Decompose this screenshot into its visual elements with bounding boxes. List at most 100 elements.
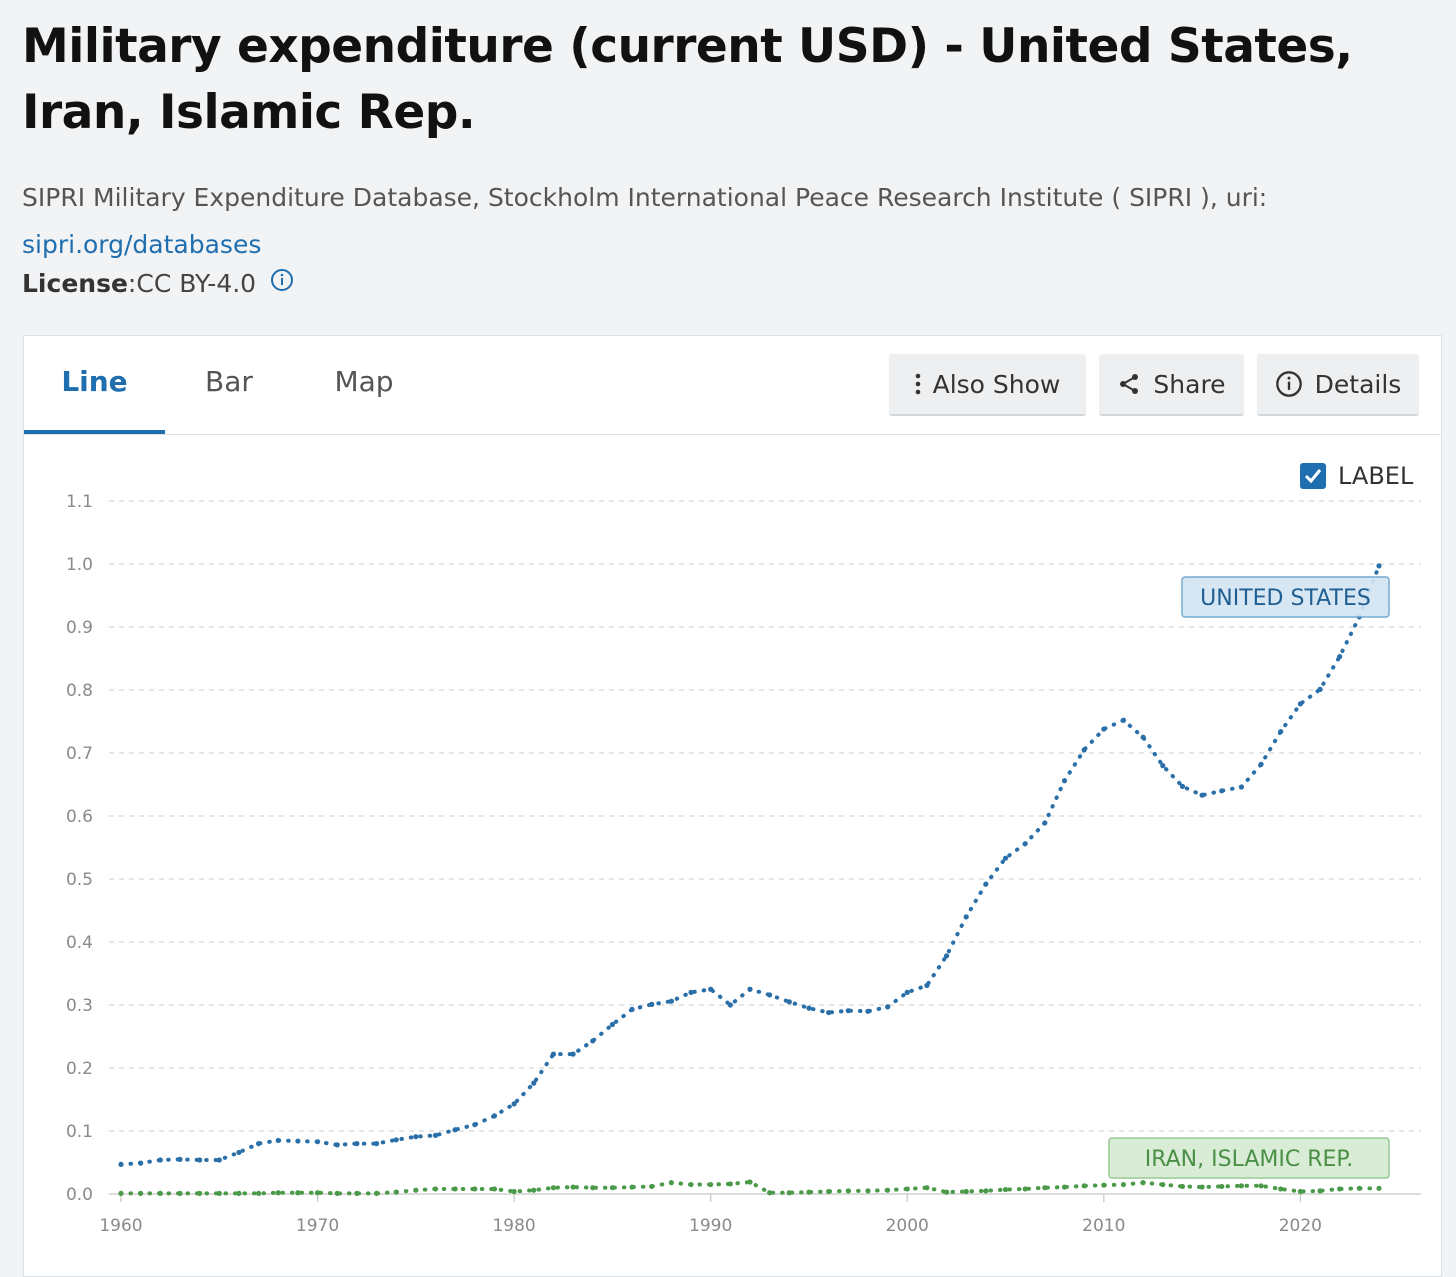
data-point [334, 1142, 340, 1148]
x-tick-label: 1980 [492, 1216, 535, 1236]
checkmark-icon [1304, 469, 1322, 484]
data-point [727, 1002, 733, 1008]
y-tick-label: 1.0 [66, 555, 93, 575]
data-point [924, 1185, 930, 1191]
data-point [314, 1139, 321, 1145]
share-button[interactable]: Share [1099, 354, 1244, 416]
data-point [629, 1184, 635, 1190]
data-point [943, 1189, 950, 1195]
data-point [1376, 1185, 1382, 1191]
x-tick-label: 2010 [1082, 1216, 1125, 1236]
data-point [334, 1190, 340, 1196]
data-point [1061, 778, 1068, 784]
data-point [138, 1160, 144, 1166]
tab-map[interactable]: Map [334, 365, 394, 398]
tab-bar[interactable]: Bar [205, 365, 253, 398]
data-point [1337, 654, 1343, 660]
data-point [1317, 1188, 1323, 1194]
data-point [531, 1187, 537, 1193]
data-point [314, 1190, 321, 1196]
data-point [943, 953, 950, 959]
data-point [609, 1185, 616, 1191]
data-point [826, 1009, 832, 1016]
data-point [531, 1080, 537, 1086]
info-icon[interactable] [270, 268, 294, 298]
license-label: License [22, 268, 128, 298]
data-point [1376, 563, 1382, 569]
y-tick-label: 0.3 [66, 996, 93, 1016]
data-point [177, 1190, 183, 1196]
data-point [1278, 1186, 1284, 1192]
data-point [1160, 763, 1166, 769]
y-tick-label: 0.2 [66, 1059, 93, 1079]
series-label-iran-box [1108, 1137, 1390, 1179]
data-point [884, 1004, 891, 1010]
data-point [865, 1008, 871, 1014]
data-point [354, 1141, 360, 1147]
data-point [826, 1188, 832, 1195]
data-point [708, 986, 714, 992]
data-point [295, 1190, 301, 1196]
data-point [354, 1190, 360, 1196]
data-point [629, 1006, 635, 1013]
data-point [393, 1137, 399, 1143]
data-point [1081, 747, 1087, 753]
data-point [983, 1188, 989, 1194]
data-point [275, 1190, 281, 1196]
data-point [747, 1179, 753, 1185]
x-tick-label: 1990 [689, 1216, 732, 1236]
data-point [767, 1190, 773, 1196]
data-point [177, 1156, 183, 1162]
y-tick-label: 0.7 [66, 744, 93, 764]
data-point [1219, 1183, 1225, 1190]
data-point [216, 1157, 222, 1163]
data-point [118, 1161, 124, 1167]
source-link[interactable]: sipri.org/databases [22, 230, 262, 259]
data-point [1101, 726, 1107, 732]
data-point [963, 1188, 969, 1195]
data-point [550, 1185, 557, 1191]
data-point [157, 1190, 163, 1196]
tab-line[interactable]: Line [24, 336, 165, 434]
data-point [1022, 1186, 1028, 1192]
data-point [511, 1188, 517, 1195]
license-value: CC BY-4.0 [136, 268, 257, 298]
data-point [747, 986, 753, 992]
series-line-united-states [119, 563, 1381, 1167]
data-point [1258, 761, 1264, 767]
data-point [1002, 855, 1009, 861]
data-point [1317, 686, 1323, 692]
data-point [236, 1149, 242, 1156]
data-point [649, 1183, 655, 1190]
data-point [1042, 820, 1048, 826]
data-point [491, 1186, 498, 1192]
x-tick-label: 1970 [296, 1216, 339, 1236]
data-point [1297, 1188, 1303, 1195]
data-point [1199, 792, 1205, 798]
data-point [216, 1190, 222, 1196]
details-button[interactable]: Details [1257, 354, 1419, 416]
data-point [413, 1134, 419, 1140]
data-point [138, 1190, 144, 1196]
data-point [1140, 734, 1146, 740]
data-point [570, 1184, 576, 1190]
data-point [452, 1127, 458, 1133]
data-point [157, 1157, 163, 1163]
data-point [373, 1190, 380, 1196]
y-tick-label: 0.5 [66, 870, 93, 890]
data-point [1337, 1186, 1343, 1192]
data-point [472, 1122, 478, 1128]
data-point [609, 1021, 616, 1028]
info-circle-icon [1275, 371, 1302, 397]
label-toggle[interactable]: LABEL [1300, 462, 1413, 490]
series-label-united-states: UNITED STATES [1200, 586, 1371, 611]
chart-panel: Line Bar Map Also Show Share Details LAB… [23, 335, 1442, 1277]
data-point [806, 1189, 812, 1195]
label-checkbox[interactable] [1300, 463, 1326, 489]
also-show-button[interactable]: Also Show [889, 354, 1086, 416]
data-point [983, 881, 989, 887]
data-point [1356, 1185, 1362, 1191]
data-point [1061, 1184, 1068, 1190]
series-label-iran: IRAN, ISLAMIC REP. [1145, 1147, 1353, 1172]
data-point [1278, 728, 1284, 735]
